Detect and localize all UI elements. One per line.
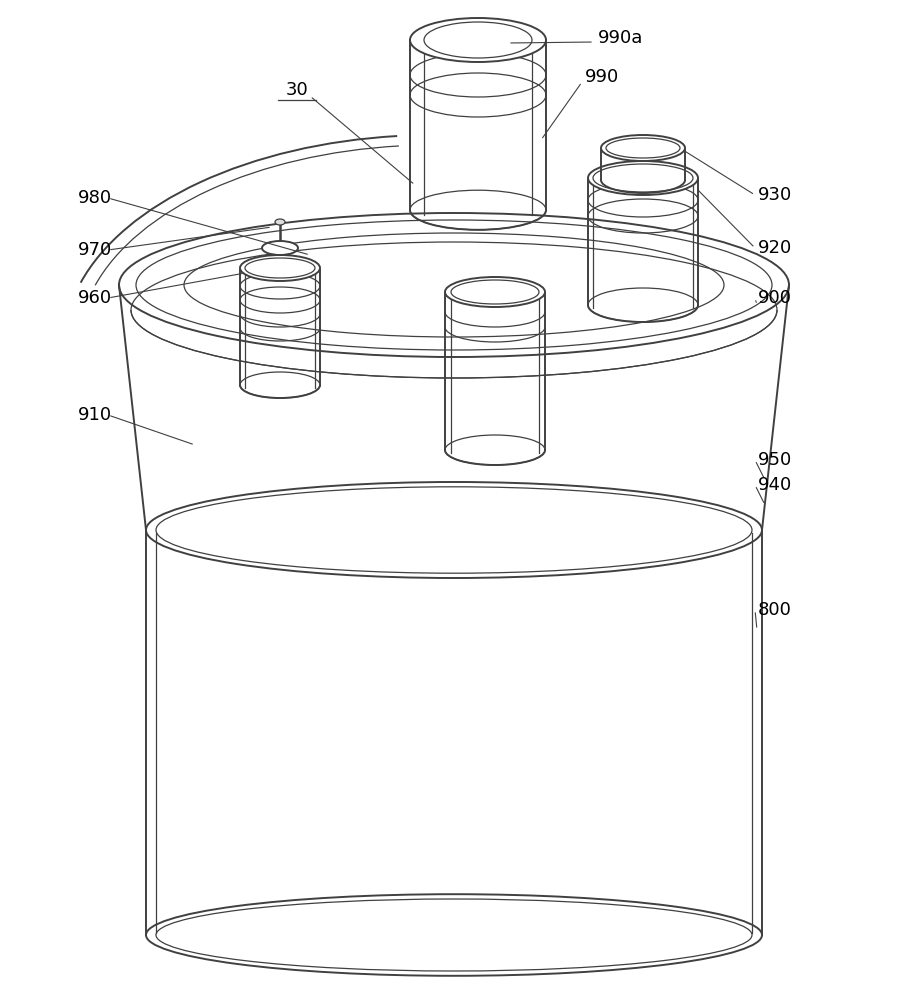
Text: 960: 960 [78, 289, 112, 307]
Text: 990a: 990a [598, 29, 644, 47]
Text: 910: 910 [78, 406, 112, 424]
Ellipse shape [240, 255, 320, 281]
Ellipse shape [146, 894, 762, 976]
Ellipse shape [262, 241, 298, 255]
Ellipse shape [588, 161, 698, 195]
Ellipse shape [410, 18, 546, 62]
Text: 920: 920 [758, 239, 793, 257]
Text: 950: 950 [758, 451, 793, 469]
Text: 930: 930 [758, 186, 793, 204]
Text: 940: 940 [758, 476, 793, 494]
Text: 900: 900 [758, 289, 792, 307]
Ellipse shape [275, 219, 285, 225]
Ellipse shape [601, 135, 685, 161]
Text: 990: 990 [585, 68, 619, 86]
Ellipse shape [119, 213, 789, 357]
Ellipse shape [445, 277, 545, 307]
Text: 980: 980 [78, 189, 112, 207]
Text: 970: 970 [78, 241, 113, 259]
Text: 800: 800 [758, 601, 792, 619]
Text: 30: 30 [286, 81, 309, 99]
